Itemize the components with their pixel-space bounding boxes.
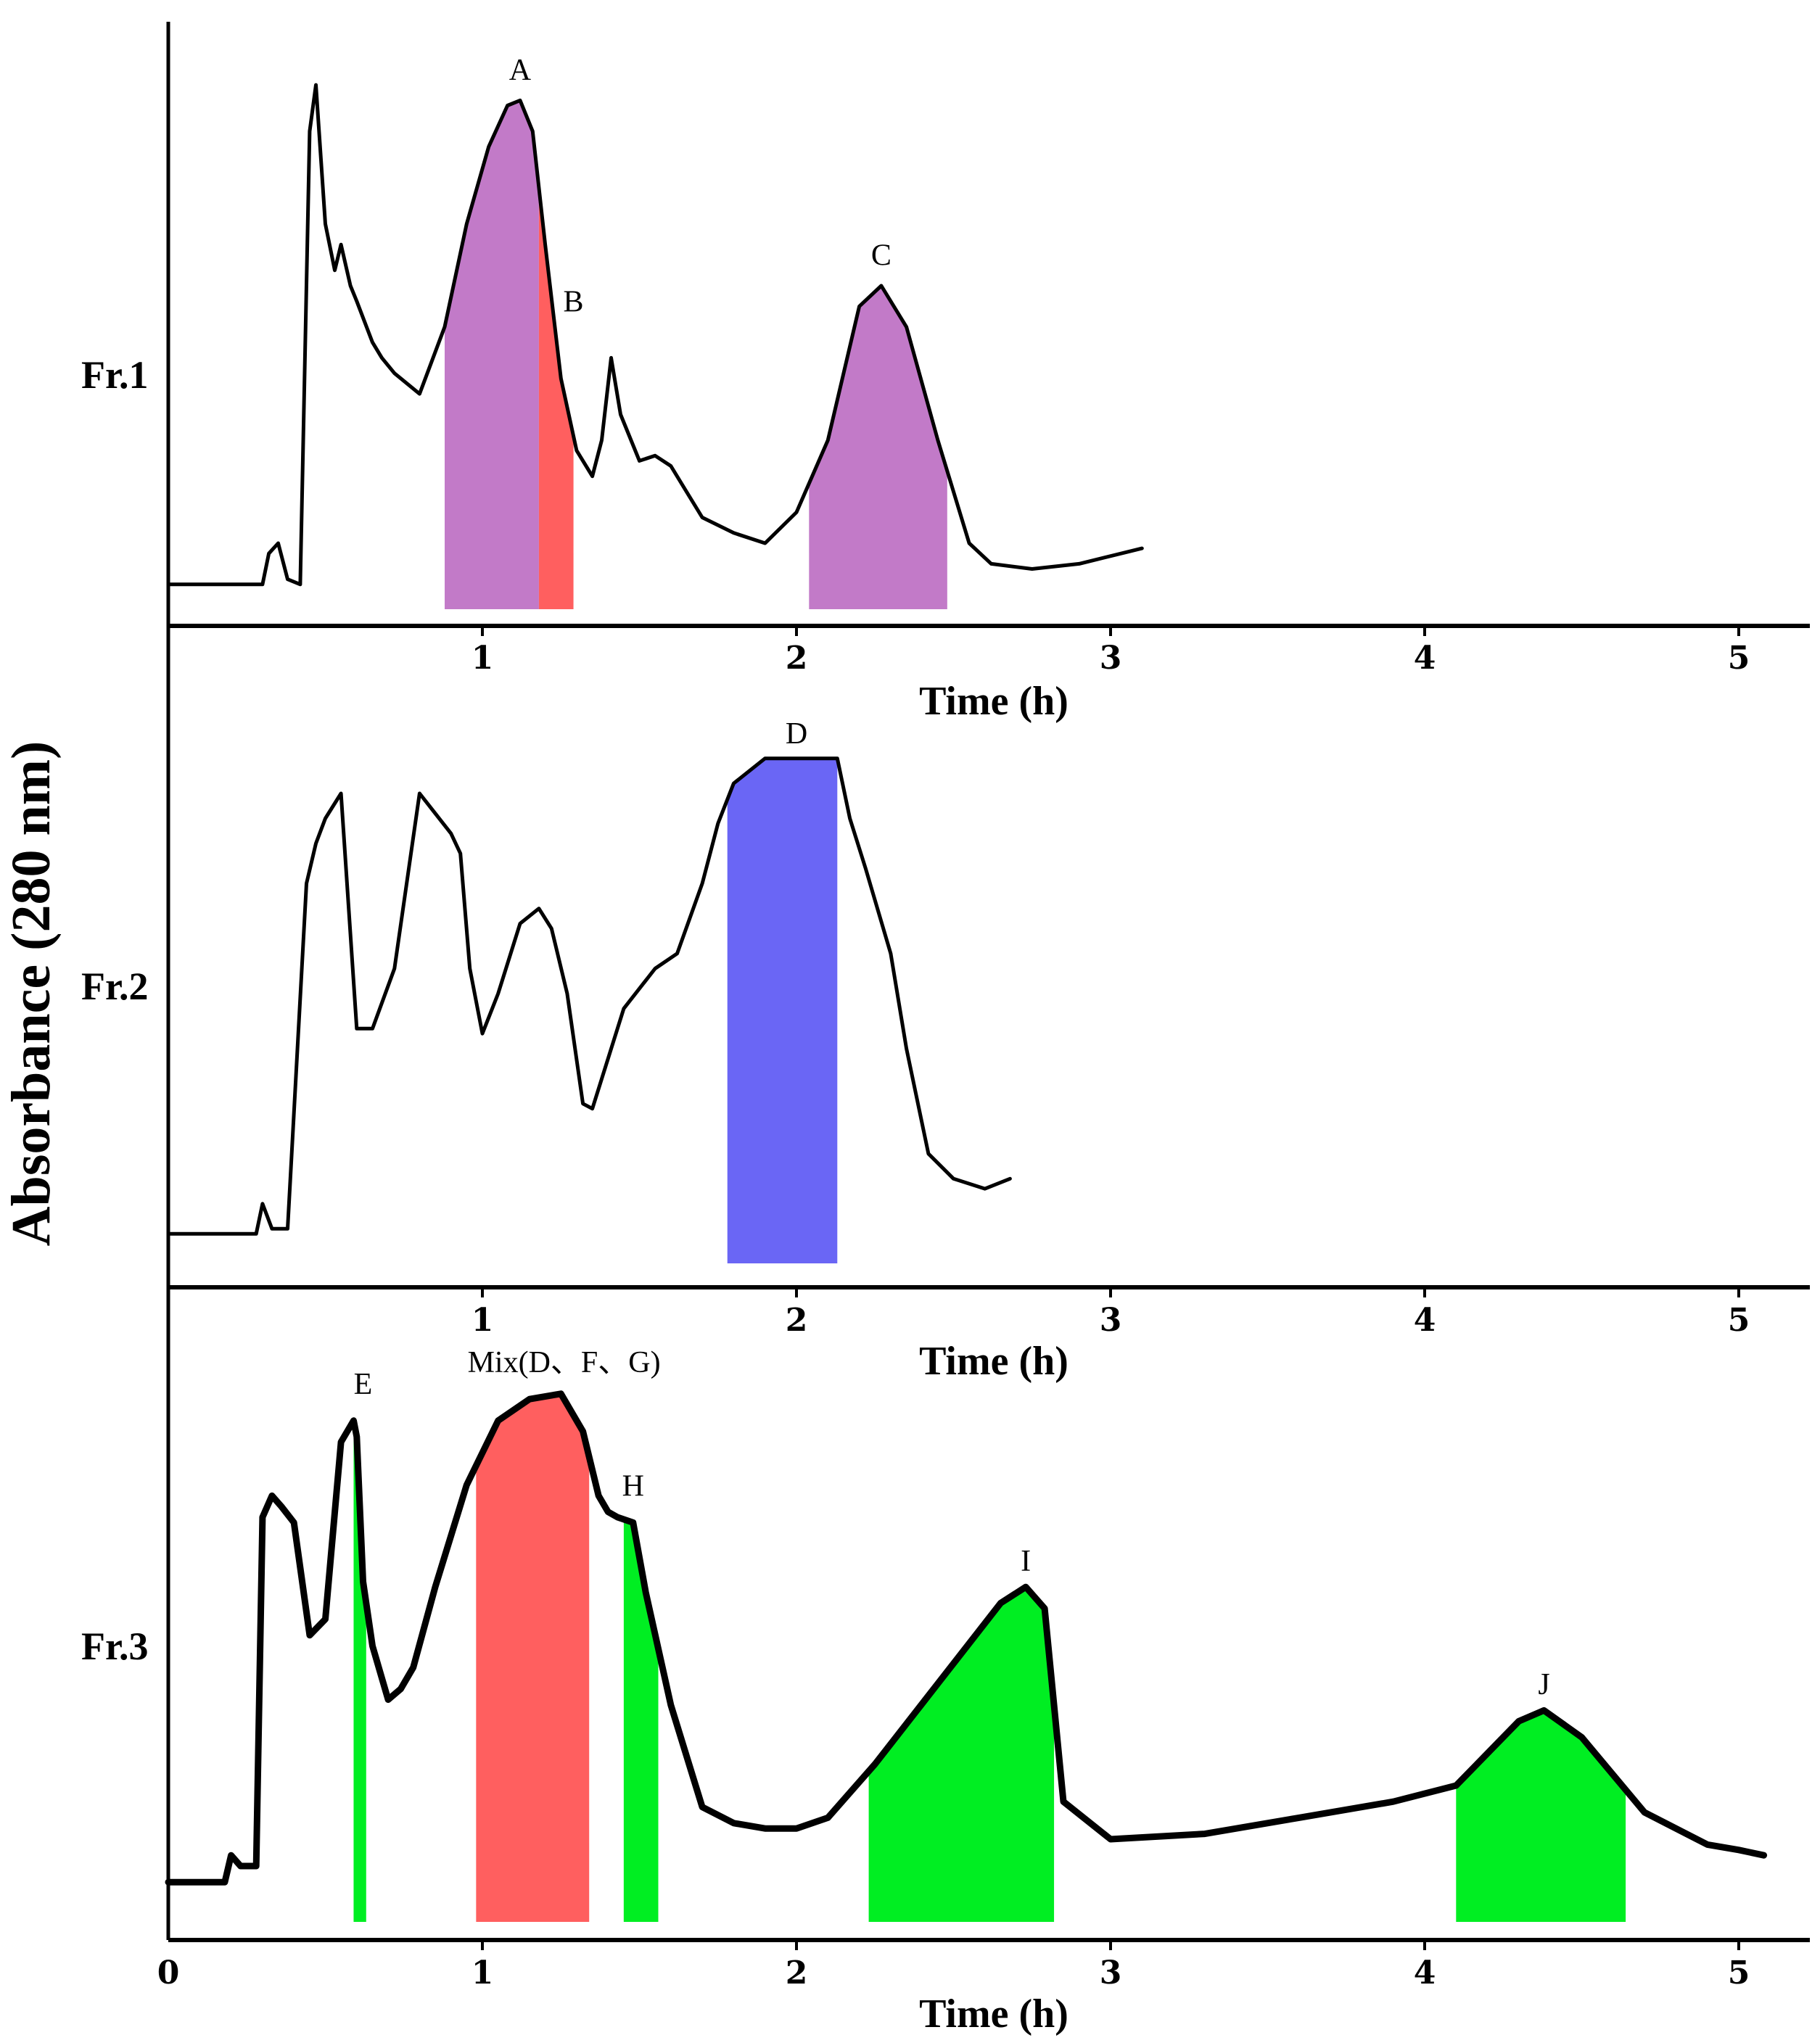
peak-label-3-4: J bbox=[1538, 1668, 1549, 1701]
x-tick-label-2-panel-2: 2 bbox=[786, 1302, 808, 1339]
x-tick-label-5-panel-2: 5 bbox=[1728, 1302, 1750, 1339]
x-tick-label-5-panel-3: 5 bbox=[1728, 1955, 1750, 1992]
x-tick-label-3-panel-2: 3 bbox=[1100, 1302, 1122, 1339]
x-tick-label-0-panel-3: 0 bbox=[157, 1955, 180, 1992]
panel-label-2: Fr.2 bbox=[81, 965, 149, 1008]
shaded-peak-j-4 bbox=[1456, 1711, 1626, 1922]
peak-label-2-0: D bbox=[786, 717, 807, 751]
shaded-peak-c-2 bbox=[809, 286, 947, 609]
shaded-peak-d-0 bbox=[727, 758, 838, 1263]
panel-label-1: Fr.1 bbox=[81, 353, 149, 397]
shaded-peak-i-3 bbox=[868, 1587, 1055, 1922]
peak-label-3-2: H bbox=[622, 1469, 644, 1503]
x-tick-label-2-panel-1: 2 bbox=[786, 640, 808, 677]
peak-label-3-3: I bbox=[1021, 1545, 1031, 1578]
x-axis-title-2: Time (h) bbox=[919, 1339, 1068, 1384]
panel-label-3: Fr.3 bbox=[81, 1625, 149, 1668]
x-tick-label-3-panel-3: 3 bbox=[1100, 1955, 1122, 1992]
x-axis-title-3: Time (h) bbox=[919, 1992, 1068, 2036]
chromatogram-trace-1 bbox=[166, 83, 1144, 587]
x-tick-label-1-panel-3: 1 bbox=[472, 1955, 494, 1992]
peak-label-3-0: E bbox=[354, 1368, 373, 1401]
panel-2: 1 2 3 4 5 Time (h) Fr.2 D bbox=[81, 626, 1810, 1384]
x-tick-label-2-panel-3: 2 bbox=[786, 1955, 808, 1992]
x-tick-label-4-panel-2: 4 bbox=[1414, 1302, 1436, 1339]
y-axis-label: Absorbance (280 nm) bbox=[1, 741, 62, 1247]
shaded-peak-m-1 bbox=[476, 1393, 590, 1922]
x-tick-label-1-panel-1: 1 bbox=[472, 640, 494, 677]
peak-label-1-0: A bbox=[509, 54, 532, 87]
panel-3: 0 1 2 3 4 5 Time (h) Fr.3 E Mix(D、F、G) H I J bbox=[81, 1287, 1810, 2036]
x-tick-label-4-panel-1: 4 bbox=[1414, 640, 1436, 677]
x-tick-label-4-panel-3: 4 bbox=[1414, 1955, 1436, 1992]
panel-1: 1 2 3 4 5 Time (h) Fr.1 A B C bbox=[81, 22, 1810, 724]
x-axis-title-1: Time (h) bbox=[919, 679, 1068, 724]
x-tick-label-3-panel-1: 3 bbox=[1100, 640, 1122, 677]
peak-label-1-2: C bbox=[871, 239, 892, 273]
shaded-peak-a-0 bbox=[445, 100, 539, 609]
panels-group: 1 2 3 4 5 Time (h) Fr.1 A B C 1 2 3 4 5 Time (h) Fr.2 D 0 1… bbox=[81, 22, 1810, 2036]
x-tick-label-1-panel-2: 1 bbox=[472, 1302, 494, 1339]
peak-label-3-1: Mix(D、F、G) bbox=[468, 1346, 661, 1379]
shaded-peak-b-1 bbox=[538, 188, 574, 610]
shaded-peak-e-0 bbox=[353, 1420, 366, 1922]
peak-label-1-1: B bbox=[564, 286, 584, 319]
x-tick-label-5-panel-1: 5 bbox=[1728, 640, 1750, 677]
chromatogram-trace-3 bbox=[165, 1390, 1768, 1886]
chromatogram-trace-2 bbox=[166, 756, 1012, 1236]
